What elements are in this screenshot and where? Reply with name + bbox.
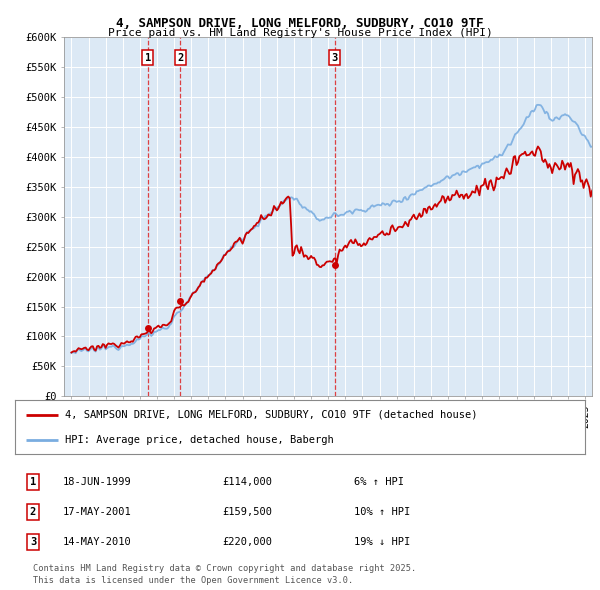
- Text: HPI: Average price, detached house, Babergh: HPI: Average price, detached house, Babe…: [65, 435, 334, 445]
- Text: 2: 2: [30, 507, 36, 517]
- Text: £114,000: £114,000: [222, 477, 272, 487]
- Text: Price paid vs. HM Land Registry's House Price Index (HPI): Price paid vs. HM Land Registry's House …: [107, 28, 493, 38]
- Text: 6% ↑ HPI: 6% ↑ HPI: [354, 477, 404, 487]
- Text: 10% ↑ HPI: 10% ↑ HPI: [354, 507, 410, 517]
- Text: £159,500: £159,500: [222, 507, 272, 517]
- Text: 18-JUN-1999: 18-JUN-1999: [63, 477, 132, 487]
- Text: £220,000: £220,000: [222, 537, 272, 547]
- Text: 4, SAMPSON DRIVE, LONG MELFORD, SUDBURY, CO10 9TF (detached house): 4, SAMPSON DRIVE, LONG MELFORD, SUDBURY,…: [65, 409, 478, 419]
- Text: 1: 1: [145, 53, 151, 63]
- Text: 3: 3: [30, 537, 36, 547]
- Text: 2: 2: [178, 53, 184, 63]
- Text: Contains HM Land Registry data © Crown copyright and database right 2025.
This d: Contains HM Land Registry data © Crown c…: [33, 565, 416, 585]
- Text: 17-MAY-2001: 17-MAY-2001: [63, 507, 132, 517]
- Text: 14-MAY-2010: 14-MAY-2010: [63, 537, 132, 547]
- Text: 4, SAMPSON DRIVE, LONG MELFORD, SUDBURY, CO10 9TF: 4, SAMPSON DRIVE, LONG MELFORD, SUDBURY,…: [116, 17, 484, 30]
- Text: 1: 1: [30, 477, 36, 487]
- Text: 19% ↓ HPI: 19% ↓ HPI: [354, 537, 410, 547]
- Text: 3: 3: [331, 53, 338, 63]
